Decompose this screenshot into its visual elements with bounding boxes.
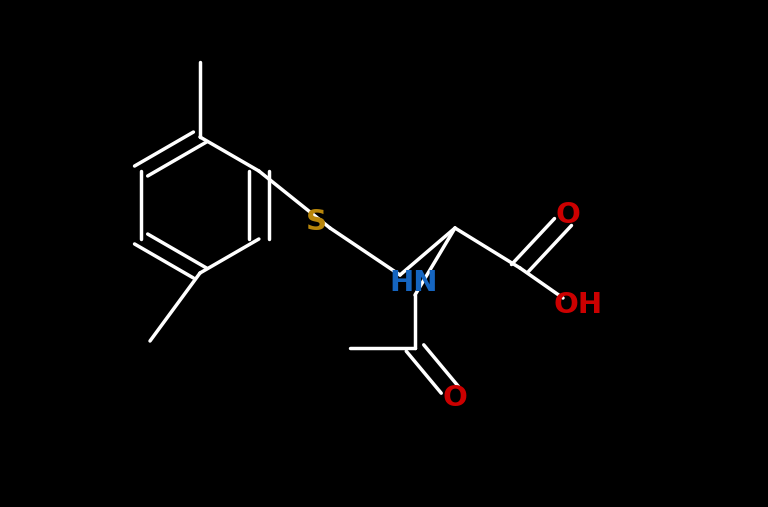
Text: O: O — [555, 201, 581, 229]
Text: OH: OH — [554, 291, 603, 319]
Text: S: S — [306, 208, 326, 236]
Text: O: O — [442, 384, 468, 412]
Text: HN: HN — [389, 269, 439, 297]
